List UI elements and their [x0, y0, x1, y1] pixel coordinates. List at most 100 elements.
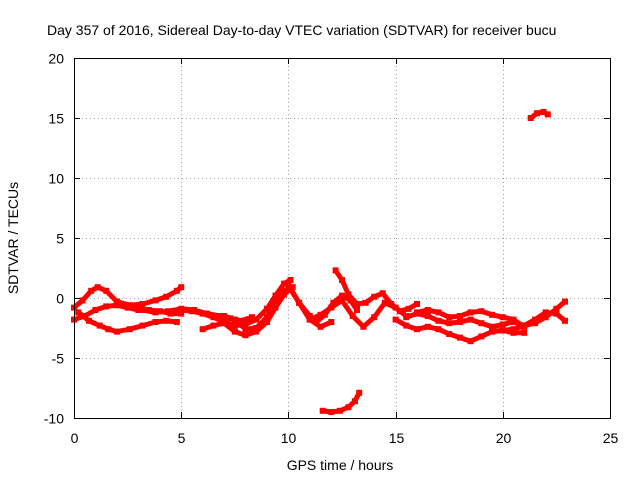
data-point [354, 301, 360, 307]
series-arc-14 [489, 309, 568, 335]
data-point [199, 326, 206, 333]
y-tick-label: 0 [56, 291, 64, 307]
data-point [446, 320, 453, 327]
data-point [163, 317, 170, 324]
series-arc-10 [332, 267, 420, 315]
data-point [287, 277, 294, 283]
data-series [71, 109, 568, 415]
data-point [249, 314, 255, 321]
data-point [349, 313, 356, 319]
data-point [371, 293, 378, 300]
data-point [405, 305, 412, 312]
data-point [345, 291, 352, 298]
data-point [371, 314, 378, 321]
data-point [113, 328, 120, 335]
data-point [446, 331, 453, 337]
data-point [281, 287, 288, 294]
data-point [435, 326, 442, 333]
data-point [446, 314, 453, 321]
data-point [499, 327, 506, 334]
series-line [75, 309, 180, 335]
data-point [296, 299, 303, 306]
data-point [424, 307, 431, 313]
data-point [328, 319, 335, 325]
x-tick-label: 5 [178, 430, 186, 446]
data-point [562, 298, 568, 305]
data-point [499, 314, 506, 321]
data-point [456, 319, 463, 325]
data-point [216, 313, 223, 319]
data-point [356, 389, 363, 396]
data-point [188, 308, 195, 315]
data-point [289, 284, 296, 291]
data-point [173, 319, 180, 325]
data-point [424, 323, 431, 330]
data-point [242, 332, 249, 339]
x-axis-label: GPS time / hours [287, 457, 394, 473]
data-point [253, 316, 260, 323]
data-point [544, 111, 551, 118]
data-point [231, 322, 238, 329]
data-point [330, 299, 337, 306]
data-point [178, 307, 185, 313]
data-point [253, 328, 260, 335]
data-point [403, 314, 410, 321]
y-tick-label: 20 [48, 51, 64, 67]
data-point [264, 305, 270, 312]
data-point [86, 317, 92, 324]
data-point [103, 287, 110, 294]
x-tick-label: 25 [603, 430, 619, 446]
data-point [92, 307, 99, 313]
data-point [553, 305, 560, 312]
data-point [553, 310, 560, 317]
data-point [173, 287, 180, 294]
data-point [264, 319, 270, 325]
y-tick-label: 10 [48, 171, 64, 187]
data-point [392, 316, 399, 323]
data-point [332, 267, 339, 274]
data-point [75, 309, 82, 316]
data-point [478, 308, 485, 315]
data-point [139, 322, 146, 329]
data-point [178, 284, 185, 291]
data-point [163, 293, 170, 300]
data-point [272, 299, 279, 306]
x-tick-label: 0 [71, 430, 79, 446]
data-point [88, 287, 95, 294]
data-point [510, 326, 517, 333]
data-point [152, 309, 159, 316]
data-point [456, 334, 463, 341]
data-point [403, 322, 410, 329]
data-point [221, 313, 228, 319]
y-tick-label: -10 [44, 411, 64, 427]
data-point [542, 309, 549, 316]
data-point [165, 308, 172, 315]
data-point [328, 304, 335, 311]
data-point [221, 320, 228, 327]
data-point [152, 297, 159, 304]
data-point [540, 109, 547, 115]
series-arc-3 [75, 309, 180, 335]
series-arc-15 [319, 389, 363, 415]
data-point [532, 320, 538, 327]
data-point [379, 290, 386, 297]
data-point [319, 407, 326, 414]
data-point [306, 316, 313, 323]
data-point [467, 316, 474, 323]
data-point [362, 299, 369, 306]
data-point [521, 329, 528, 336]
data-point [489, 323, 496, 330]
data-point [253, 325, 260, 331]
data-point [478, 320, 485, 327]
grid [74, 58, 610, 418]
series-arc-7 [221, 284, 296, 333]
data-point [231, 316, 238, 323]
x-tick-label: 10 [281, 430, 297, 446]
data-point [103, 303, 110, 310]
data-point [317, 311, 324, 318]
data-point [339, 297, 345, 304]
data-point [79, 297, 86, 304]
data-point [126, 303, 133, 310]
